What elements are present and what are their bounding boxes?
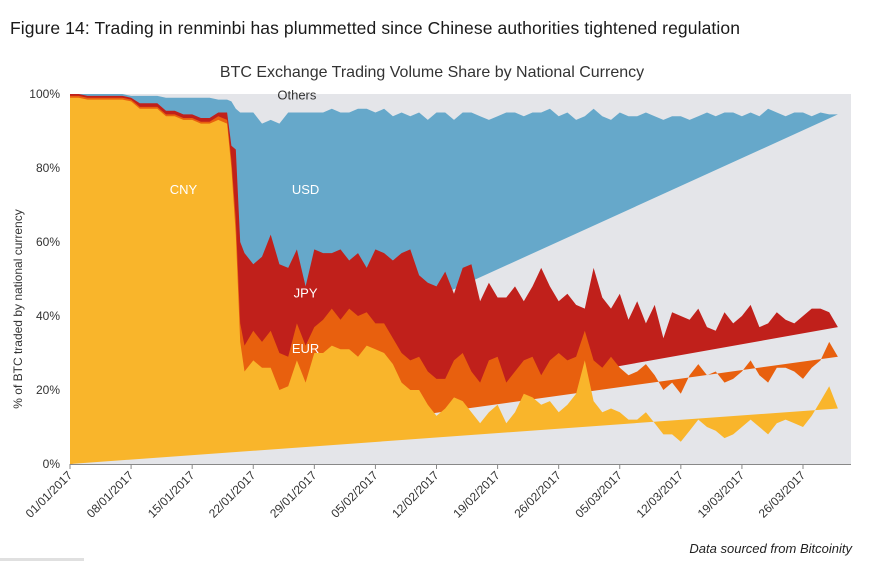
figure-caption: Figure 14: Trading in renminbi has plumm… <box>10 18 741 38</box>
series-label-usd: USD <box>292 182 319 197</box>
x-tick-label: 05/03/2017 <box>573 468 626 521</box>
x-tick-label: 26/03/2017 <box>756 468 809 521</box>
series-label-eur: EUR <box>292 341 319 356</box>
divider <box>0 558 84 561</box>
y-axis-ticks: 0% 20% 40% 60% 80% 100% <box>29 87 60 471</box>
area-layers <box>70 94 851 465</box>
x-tick-label: 29/01/2017 <box>267 468 320 521</box>
y-tick-label: 20% <box>36 383 60 397</box>
y-tick-label: 60% <box>36 235 60 249</box>
x-tick-label: 12/03/2017 <box>634 468 687 521</box>
source-note: Data sourced from Bitcoinity <box>689 541 852 556</box>
x-tick-label: 12/02/2017 <box>389 468 442 521</box>
x-tick-label: 26/02/2017 <box>511 468 564 521</box>
y-tick-label: 80% <box>36 161 60 175</box>
x-tick-label: 22/01/2017 <box>206 468 259 521</box>
x-tick-label: 05/02/2017 <box>328 468 381 521</box>
y-tick-label: 0% <box>43 457 61 471</box>
series-labels: Others USD CNY JPY EUR <box>170 88 320 356</box>
area-cny <box>70 97 838 464</box>
x-tick-label: 08/01/2017 <box>84 468 137 521</box>
x-tick-label: 15/01/2017 <box>145 468 198 521</box>
x-tick-label: 01/01/2017 <box>23 468 76 521</box>
series-label-others: Others <box>277 88 317 103</box>
y-tick-label: 100% <box>29 87 60 101</box>
x-tick-label: 19/03/2017 <box>695 468 748 521</box>
y-axis-title: % of BTC traded by national currency <box>11 209 25 408</box>
chart-title: BTC Exchange Trading Volume Share by Nat… <box>220 64 644 81</box>
y-tick-label: 40% <box>36 309 60 323</box>
x-axis-ticks: 01/01/2017 08/01/2017 15/01/2017 22/01/2017… <box>23 464 809 521</box>
series-label-cny: CNY <box>170 182 198 197</box>
series-label-jpy: JPY <box>294 286 318 301</box>
x-tick-label: 19/02/2017 <box>450 468 503 521</box>
